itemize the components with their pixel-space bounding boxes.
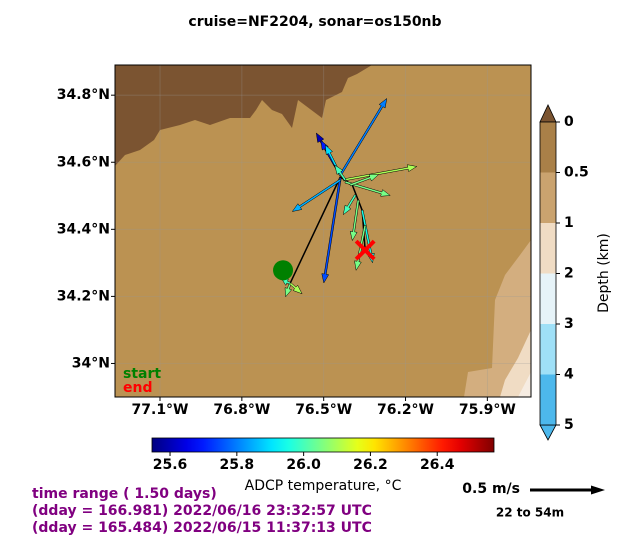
colorbar-tick-label: 4 bbox=[564, 367, 574, 383]
scale-arrow bbox=[530, 485, 605, 495]
scale-label: 0.5 m/s bbox=[462, 481, 520, 497]
depth-level bbox=[540, 273, 556, 324]
depth-level bbox=[540, 172, 556, 223]
colorbar-tick-label: 0 bbox=[564, 114, 574, 130]
current-vector bbox=[321, 177, 342, 284]
temp-colorbar bbox=[151, 437, 495, 453]
x-tick-label: 75.9°W bbox=[459, 402, 516, 418]
colorbar-tick-label: 0.5 bbox=[564, 165, 589, 181]
time-range: time range ( 1.50 days) bbox=[32, 486, 217, 502]
end-marker bbox=[354, 239, 376, 261]
colorbar-tick-label: 2 bbox=[564, 266, 574, 282]
start-marker bbox=[273, 260, 294, 281]
current-vector bbox=[291, 178, 342, 212]
depth-level bbox=[540, 122, 556, 173]
colorbar-extend-top bbox=[539, 104, 557, 123]
map-frame bbox=[114, 64, 532, 398]
depth-level bbox=[540, 324, 556, 375]
data-layer bbox=[273, 97, 418, 298]
time-end: (dday = 166.981) 2022/06/16 23:32:57 UTC bbox=[32, 503, 372, 519]
x-tick-label: 76.5°W bbox=[295, 402, 352, 418]
colorbar-tick-label: 26.2 bbox=[353, 457, 388, 473]
y-tick-label: 34.4°N bbox=[57, 221, 110, 237]
depth-level bbox=[540, 223, 556, 274]
y-tick-label: 34°N bbox=[72, 355, 110, 371]
y-tick-label: 34.8°N bbox=[57, 87, 110, 103]
grid bbox=[115, 65, 531, 397]
current-vector bbox=[349, 174, 380, 187]
current-vector bbox=[342, 194, 357, 216]
y-tick-label: 34.6°N bbox=[57, 154, 110, 170]
end-label: end bbox=[123, 380, 152, 396]
x-tick-label: 76.8°W bbox=[213, 402, 270, 418]
start-label: start bbox=[123, 366, 161, 382]
map-background bbox=[115, 65, 531, 397]
time-start: (dday = 165.484) 2022/06/15 11:37:13 UTC bbox=[32, 520, 372, 536]
colorbar-tick-label: 26.0 bbox=[286, 457, 321, 473]
depth-level bbox=[540, 374, 556, 425]
colorbar-tick-label: 26.4 bbox=[420, 457, 455, 473]
depth-colorbar-label: Depth (km) bbox=[596, 233, 612, 313]
y-tick-label: 34.2°N bbox=[57, 288, 110, 304]
x-tick-label: 77.1°W bbox=[132, 402, 189, 418]
colorbar-tick-label: 25.6 bbox=[153, 457, 188, 473]
temp-colorbar-label: ADCP temperature, °C bbox=[245, 478, 402, 494]
colorbar-tick-label: 5 bbox=[564, 417, 574, 433]
colorbar-tick-label: 25.8 bbox=[220, 457, 255, 473]
current-vector bbox=[339, 97, 388, 176]
chart-title: cruise=NF2204, sonar=os150nb bbox=[188, 14, 441, 30]
colorbar-tick-label: 3 bbox=[564, 316, 574, 332]
current-vector bbox=[342, 164, 418, 182]
colorbar-extend-bottom bbox=[539, 424, 557, 441]
current-vector bbox=[344, 180, 391, 197]
current-vector bbox=[349, 199, 360, 242]
current-vector bbox=[289, 282, 303, 295]
colorbar-tick-label: 1 bbox=[564, 215, 574, 231]
current-vector bbox=[282, 278, 291, 286]
current-vector bbox=[334, 164, 347, 181]
x-tick-label: 76.2°W bbox=[377, 402, 434, 418]
depth-range: 22 to 54m bbox=[496, 506, 564, 520]
